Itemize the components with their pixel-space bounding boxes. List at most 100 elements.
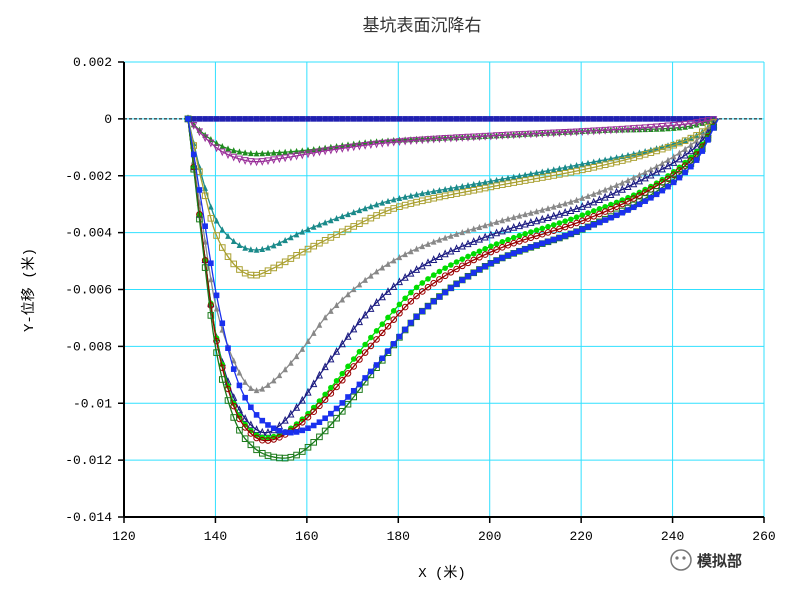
- data-point: [595, 127, 604, 136]
- data-point: [321, 147, 329, 156]
- data-point: [510, 250, 517, 257]
- data-point: [568, 198, 574, 205]
- data-point: [436, 294, 443, 300]
- y-tick-label: -0.006: [65, 283, 112, 298]
- data-point: [648, 166, 654, 173]
- data-point: [653, 125, 660, 132]
- data-point: [568, 116, 574, 122]
- data-point: [659, 116, 666, 122]
- data-point: [345, 394, 351, 400]
- data-point: [265, 422, 271, 428]
- data-point: [590, 158, 597, 165]
- data-point: [225, 145, 231, 152]
- data-point: [247, 430, 255, 437]
- data-point: [408, 289, 414, 296]
- data-point: [288, 429, 294, 436]
- data-point: [550, 211, 558, 220]
- data-point: [310, 116, 317, 122]
- data-point: [418, 261, 426, 270]
- data-point: [201, 192, 209, 200]
- data-point: [573, 196, 580, 203]
- data-point: [492, 132, 501, 141]
- data-point: [247, 420, 255, 429]
- data-point: [579, 212, 586, 218]
- data-point: [265, 116, 271, 122]
- data-point: [448, 285, 454, 291]
- data-point: [658, 123, 666, 131]
- data-point: [510, 214, 517, 221]
- data-point: [482, 116, 488, 122]
- data-point: [562, 200, 568, 207]
- data-point: [562, 218, 568, 224]
- data-point: [470, 181, 477, 188]
- data-point: [624, 125, 632, 134]
- data-point: [470, 256, 478, 264]
- data-point: [413, 292, 420, 300]
- data-point: [532, 130, 541, 139]
- data-point: [190, 151, 197, 158]
- data-point: [408, 192, 414, 199]
- data-point: [373, 268, 380, 275]
- data-point: [212, 144, 221, 153]
- chart-title: 基坑表面沉降右: [363, 16, 482, 36]
- data-point: [202, 116, 208, 122]
- data-point: [333, 215, 340, 222]
- data-point: [578, 217, 586, 225]
- data-point: [356, 207, 363, 214]
- x-tick-label: 220: [569, 529, 592, 544]
- data-point: [648, 116, 654, 122]
- data-point: [338, 145, 346, 153]
- data-point: [636, 149, 643, 156]
- data-point: [670, 179, 677, 186]
- data-point: [219, 116, 226, 122]
- data-point: [642, 116, 648, 122]
- data-point: [544, 129, 552, 138]
- data-point: [207, 312, 215, 319]
- data-point: [390, 282, 398, 290]
- wechat-icon: [670, 549, 692, 571]
- data-point: [396, 301, 403, 308]
- data-point: [396, 333, 403, 340]
- data-point: [339, 116, 346, 122]
- data-point: [315, 148, 324, 157]
- data-point: [619, 116, 626, 122]
- data-point: [675, 121, 684, 130]
- data-point: [630, 125, 638, 133]
- y-tick-label: -0.002: [65, 169, 112, 184]
- data-point: [538, 214, 546, 223]
- data-point: [225, 232, 231, 239]
- series-11: [185, 116, 719, 436]
- data-point: [568, 230, 574, 237]
- data-point: [293, 352, 300, 360]
- data-point: [688, 163, 694, 170]
- data-point: [292, 402, 301, 411]
- data-point: [327, 421, 335, 429]
- data-point: [442, 234, 448, 241]
- data-point: [208, 116, 214, 122]
- series-2: [185, 115, 719, 157]
- data-point: [618, 200, 626, 208]
- data-point: [276, 116, 283, 122]
- data-point: [202, 223, 208, 230]
- data-point: [602, 217, 608, 223]
- data-point: [630, 116, 637, 122]
- y-tick-label: -0.004: [65, 226, 112, 241]
- data-point: [356, 381, 363, 388]
- data-point: [625, 176, 631, 184]
- data-point: [613, 181, 620, 188]
- data-point: [368, 272, 374, 279]
- data-point: [488, 177, 494, 185]
- data-point: [299, 228, 306, 235]
- data-point: [390, 116, 397, 122]
- data-point: [385, 116, 391, 122]
- data-point: [652, 123, 661, 132]
- data-point: [602, 203, 608, 210]
- data-point: [522, 246, 528, 252]
- data-point: [230, 414, 238, 421]
- data-point: [344, 331, 352, 340]
- data-point: [522, 231, 528, 237]
- data-point: [419, 190, 426, 197]
- data-point: [287, 409, 295, 418]
- data-point: [482, 263, 488, 270]
- data-point: [230, 402, 238, 410]
